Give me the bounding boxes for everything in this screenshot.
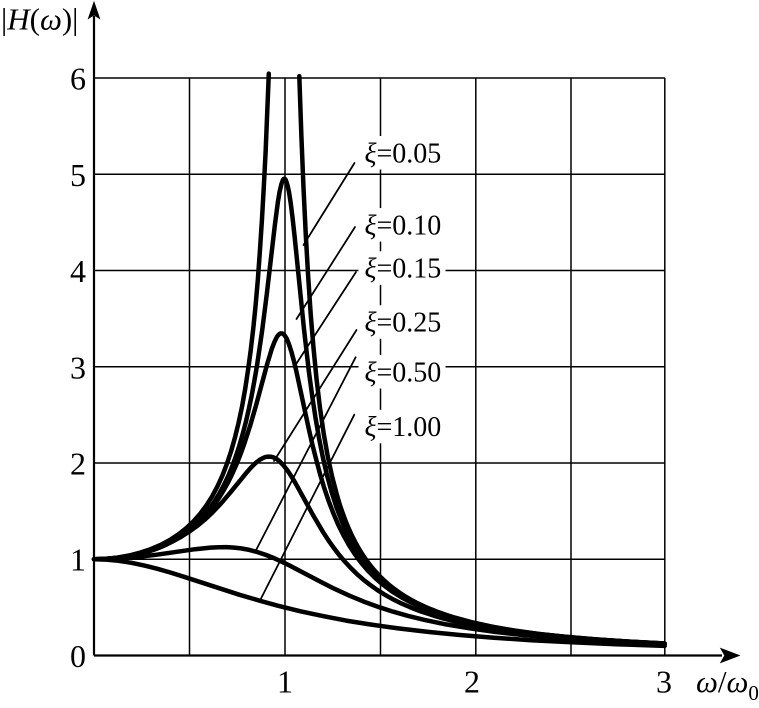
svg-text:ξ=0.05: ξ=0.05 <box>365 138 442 169</box>
svg-text:0: 0 <box>70 638 86 674</box>
svg-text:3: 3 <box>70 349 86 385</box>
svg-text:|H(ω)|: |H(ω)| <box>1 2 78 37</box>
svg-text:ξ=0.15: ξ=0.15 <box>365 254 442 285</box>
svg-text:ξ=0.50: ξ=0.50 <box>365 357 442 388</box>
svg-text:ξ=1.00: ξ=1.00 <box>365 412 442 443</box>
svg-text:1: 1 <box>70 542 86 578</box>
svg-text:5: 5 <box>70 157 86 193</box>
svg-text:ξ=0.10: ξ=0.10 <box>365 211 442 242</box>
svg-text:4: 4 <box>70 253 86 289</box>
svg-text:2: 2 <box>464 663 480 699</box>
svg-text:2: 2 <box>70 446 86 482</box>
svg-text:1: 1 <box>277 663 293 699</box>
svg-text:ξ=0.25: ξ=0.25 <box>365 308 442 339</box>
svg-text:3: 3 <box>656 663 672 699</box>
svg-text:6: 6 <box>70 61 86 97</box>
